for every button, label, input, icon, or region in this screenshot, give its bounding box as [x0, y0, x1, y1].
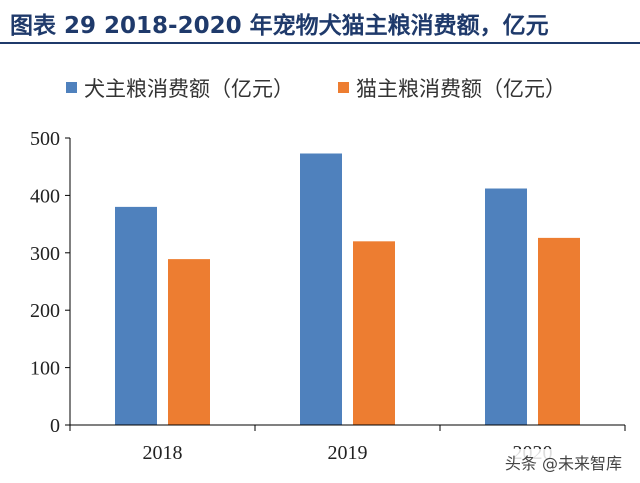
- legend-swatch-0: [66, 82, 77, 93]
- y-tick-label: 400: [30, 185, 60, 207]
- y-tick-label: 300: [30, 243, 60, 265]
- y-tick-label: 0: [50, 415, 60, 437]
- y-tick-label: 100: [30, 358, 60, 380]
- x-tick-label: 2018: [143, 442, 183, 464]
- x-tick-label: 2019: [328, 442, 368, 464]
- bar-series-0-2020: [485, 188, 527, 425]
- legend: 犬主粮消费额（亿元） 猫主粮消费额（亿元）: [66, 77, 566, 101]
- bar-series-1-2019: [353, 241, 395, 425]
- y-tick-label: 200: [30, 300, 60, 322]
- bar-series-1-2020: [538, 237, 580, 425]
- legend-label-1: 猫主粮消费额（亿元）: [356, 77, 566, 101]
- page-title: 图表 29 2018-2020 年宠物犬猫主粮消费额，亿元: [10, 13, 549, 39]
- bars: [115, 153, 580, 426]
- legend-label-0: 犬主粮消费额（亿元）: [84, 77, 294, 101]
- bar-series-1-2018: [168, 259, 210, 425]
- legend-swatch-1: [338, 82, 349, 93]
- bar-series-0-2018: [115, 206, 157, 425]
- bar-series-0-2019: [300, 153, 342, 426]
- watermark: 头条 @未来智库: [500, 449, 626, 475]
- title-bar: 图表 29 2018-2020 年宠物犬猫主粮消费额，亿元: [0, 0, 640, 44]
- y-tick-label: 500: [30, 128, 60, 150]
- y-axis: 0 100 200 300 400 500: [30, 128, 71, 437]
